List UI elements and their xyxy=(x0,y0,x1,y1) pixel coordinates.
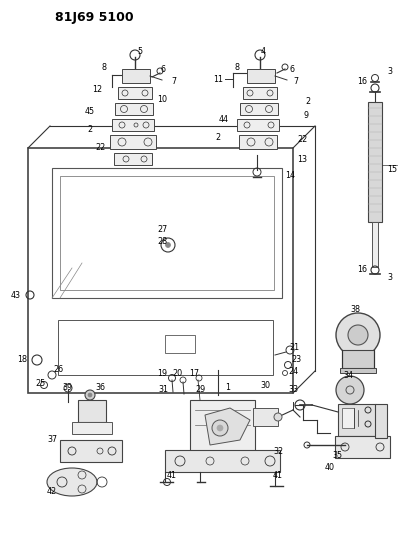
Ellipse shape xyxy=(47,468,97,496)
Bar xyxy=(114,153,152,165)
Text: 16: 16 xyxy=(357,77,367,86)
Text: 30: 30 xyxy=(260,381,270,390)
Bar xyxy=(338,404,376,436)
Text: 11: 11 xyxy=(213,76,223,85)
Text: 12: 12 xyxy=(92,85,102,94)
Bar xyxy=(110,135,156,149)
Bar xyxy=(78,400,106,422)
Text: 81J69 5100: 81J69 5100 xyxy=(55,12,134,25)
Text: 38: 38 xyxy=(350,305,360,314)
Text: 6: 6 xyxy=(290,66,294,75)
Bar xyxy=(165,335,195,353)
Circle shape xyxy=(274,413,282,421)
Text: 39: 39 xyxy=(62,384,72,392)
Text: 7: 7 xyxy=(294,77,299,86)
Text: 17: 17 xyxy=(189,368,199,377)
Text: 14: 14 xyxy=(285,171,295,180)
Text: 41: 41 xyxy=(167,471,177,480)
Circle shape xyxy=(336,376,364,404)
Text: 42: 42 xyxy=(47,488,57,497)
Text: 19: 19 xyxy=(157,368,167,377)
Text: 16: 16 xyxy=(357,265,367,274)
Text: 40: 40 xyxy=(325,464,335,472)
Text: 27: 27 xyxy=(157,225,167,235)
Text: 7: 7 xyxy=(171,77,177,86)
Text: 24: 24 xyxy=(288,367,298,376)
Text: 9: 9 xyxy=(304,110,309,119)
Text: 45: 45 xyxy=(85,108,95,117)
Circle shape xyxy=(88,393,92,397)
Bar xyxy=(28,148,293,393)
Text: 31: 31 xyxy=(158,385,168,394)
Bar xyxy=(372,222,378,267)
Text: 13: 13 xyxy=(297,156,307,165)
Text: 43: 43 xyxy=(11,290,21,300)
Text: 20: 20 xyxy=(172,368,182,377)
Text: 37: 37 xyxy=(47,435,57,445)
Text: 41: 41 xyxy=(273,471,283,480)
Circle shape xyxy=(217,425,223,431)
Bar xyxy=(60,440,122,462)
Bar xyxy=(240,103,278,115)
Text: 2: 2 xyxy=(216,133,221,142)
Text: 10: 10 xyxy=(157,95,167,104)
Bar xyxy=(52,168,282,298)
Text: 26: 26 xyxy=(53,366,63,375)
Text: 4: 4 xyxy=(261,47,266,56)
Bar xyxy=(112,119,154,131)
Bar xyxy=(60,176,274,290)
Text: 15: 15 xyxy=(387,166,397,174)
Bar xyxy=(72,422,112,434)
Text: 28: 28 xyxy=(157,238,167,246)
Text: 36: 36 xyxy=(95,384,105,392)
Bar xyxy=(122,69,150,83)
Text: 18: 18 xyxy=(17,356,27,365)
Bar xyxy=(165,450,280,472)
Text: 33: 33 xyxy=(288,385,298,394)
Bar xyxy=(342,350,374,368)
Bar xyxy=(342,408,354,428)
Circle shape xyxy=(85,390,95,400)
Bar xyxy=(340,368,376,373)
Text: 29: 29 xyxy=(195,385,205,394)
Bar xyxy=(253,408,278,426)
Polygon shape xyxy=(205,408,250,445)
Text: 32: 32 xyxy=(273,448,283,456)
Text: 23: 23 xyxy=(291,356,301,365)
Text: 2: 2 xyxy=(88,125,93,134)
Bar xyxy=(335,436,390,458)
Text: 1: 1 xyxy=(225,383,230,392)
Circle shape xyxy=(348,325,368,345)
Text: 35: 35 xyxy=(332,450,342,459)
Circle shape xyxy=(336,313,380,357)
Bar xyxy=(247,69,275,83)
Text: 34: 34 xyxy=(343,370,353,379)
Text: 25: 25 xyxy=(35,378,45,387)
Bar xyxy=(237,119,279,131)
Bar xyxy=(243,87,277,99)
Circle shape xyxy=(166,243,171,247)
Bar xyxy=(118,87,152,99)
Text: 8: 8 xyxy=(235,62,240,71)
Bar xyxy=(190,400,255,455)
Text: 3: 3 xyxy=(387,273,392,282)
Bar xyxy=(115,103,153,115)
Bar xyxy=(368,102,382,222)
Text: 3: 3 xyxy=(387,68,392,77)
Text: 22: 22 xyxy=(297,135,307,144)
Text: 8: 8 xyxy=(102,62,107,71)
Circle shape xyxy=(212,420,228,436)
Text: 2: 2 xyxy=(306,98,311,107)
Text: 5: 5 xyxy=(138,47,142,56)
Bar xyxy=(239,135,277,149)
Text: 21: 21 xyxy=(289,343,299,352)
Text: 22: 22 xyxy=(95,143,105,152)
Text: 6: 6 xyxy=(161,66,166,75)
Text: 44: 44 xyxy=(219,116,229,125)
Bar xyxy=(375,404,387,438)
Bar xyxy=(58,320,273,375)
